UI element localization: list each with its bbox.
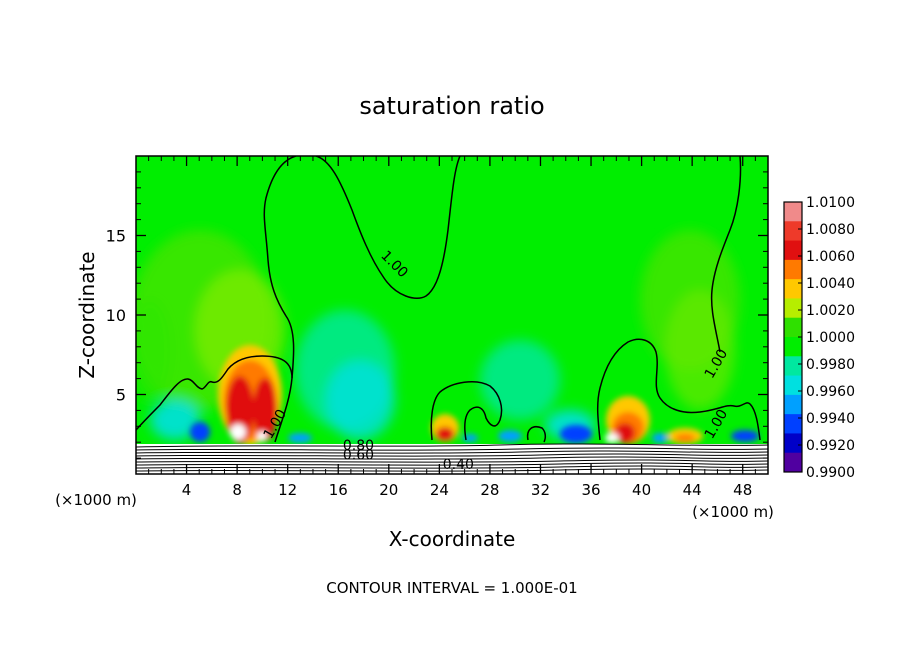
colorbar-swatch [784,259,802,280]
colorbar-label: 1.0080 [806,222,855,238]
x-tick-label: 44 [683,481,702,499]
y-axis: 5 10 15 [106,171,768,459]
surface-contours [136,443,768,472]
x-tick-label: 16 [329,481,348,499]
colorbar-label: 0.9920 [806,438,855,454]
colorbar-swatch [784,452,802,473]
x-tick-label: 8 [232,481,242,499]
colorbar-swatch [784,356,802,377]
colorbar-swatch [784,375,802,396]
contour-label: 0.60 [343,448,374,464]
x-tick-label: 24 [430,481,449,499]
x-unit-left: (×1000 m) [55,491,137,509]
colorbar-swatch [784,279,802,299]
x-tick-label: 4 [182,481,192,499]
x-tick-label: 20 [379,481,398,499]
x-tick-label: 36 [581,481,600,499]
colorbar-swatch [784,240,802,261]
colorbar-label: 1.0100 [806,195,855,211]
colorbar-swatch [784,317,802,338]
colorbar-label: 0.9960 [806,384,855,400]
colorbar-label: 0.9980 [806,357,855,373]
colorbar-label: 1.0060 [806,249,855,265]
colorbar-swatch [784,414,802,434]
contour-1.00 [136,156,761,443]
x-tick-label: 32 [531,481,550,499]
contour-label: 0.40 [443,457,474,473]
colorbar-label: 1.0000 [806,330,855,346]
heatmap-field: 1.001.001.001.000.800.600.40 [136,156,768,474]
contour-interval-note: CONTOUR INTERVAL = 1.000E-01 [326,579,577,597]
colorbar-swatch [784,433,802,454]
colorbar-swatch [784,221,802,242]
colorbar: 1.0100 1.0080 1.0060 1.0040 1.0020 1.0000 0.99… [783,195,855,481]
chart-title: saturation ratio [359,92,544,120]
colorbar-label: 0.9900 [806,465,855,481]
y-tick-label: 15 [106,227,126,246]
colorbar-swatch [784,394,802,415]
colorbar-swatch [784,337,802,357]
colorbar-label: 1.0020 [806,303,855,319]
x-tick-label: 40 [632,481,651,499]
x-axis-label: X-coordinate [389,527,516,551]
x-tick-label: 48 [733,481,752,499]
x-tick-label: 28 [480,481,499,499]
colorbar-label: 0.9940 [806,411,855,427]
contour-label: 0.80 [343,438,374,454]
colorbar-swatch [784,202,802,222]
colorbar-swatch [784,298,802,319]
y-tick-label: 5 [116,386,126,405]
y-tick-label: 10 [106,306,126,325]
x-unit-right: (×1000 m) [692,503,774,521]
x-axis: 4 8 12 16 20 24 28 32 36 40 44 48 [148,156,756,499]
y-axis-label: Z-coordinate [75,251,99,378]
colorbar-label: 1.0040 [806,276,855,292]
x-tick-label: 12 [278,481,297,499]
